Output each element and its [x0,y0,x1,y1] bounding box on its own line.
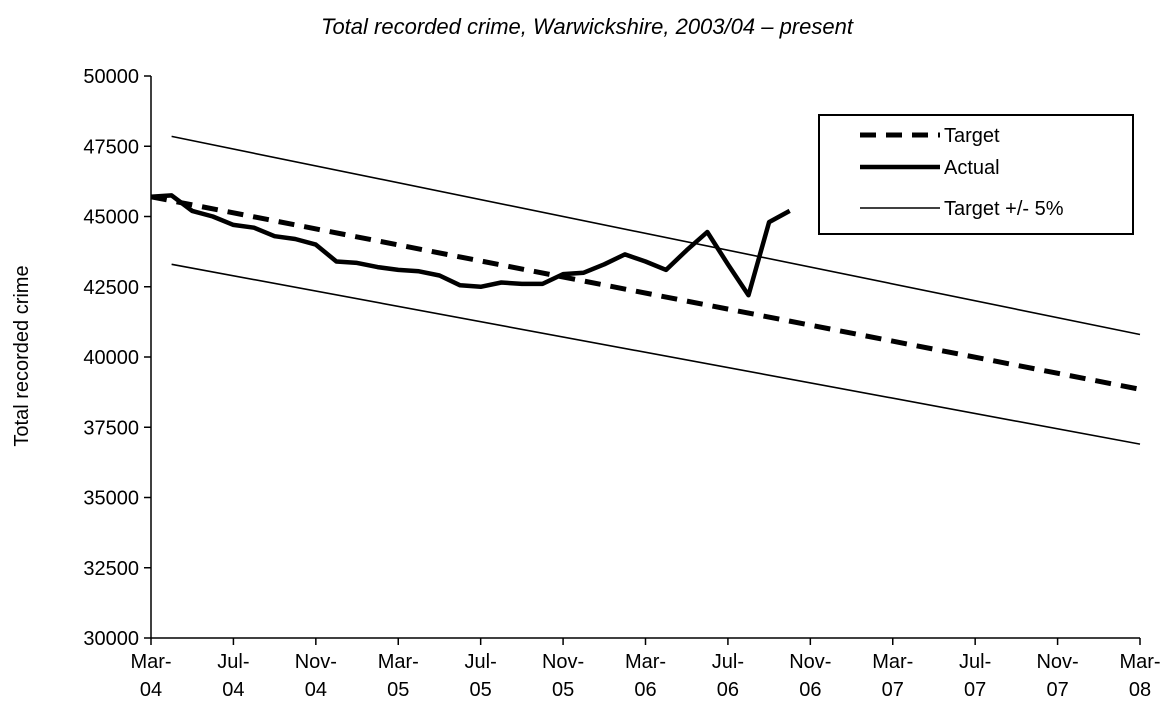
x-tick-label: Mar-04 [130,651,171,701]
legend-label-target: Target [944,125,1000,147]
y-tick-label: 40000 [83,347,139,369]
x-tick-label: Mar-05 [378,651,419,701]
x-tick-label: Mar-07 [872,651,913,701]
x-tick-label: Jul-04 [217,651,249,701]
y-tick-label: 50000 [83,66,139,88]
x-tick-label: Nov-04 [295,651,337,701]
x-tick-label: Jul-07 [959,651,991,701]
y-tick-label: 30000 [83,628,139,650]
series-line-actual [150,193,791,298]
x-tick-label: Jul-06 [712,651,744,701]
y-tick-label: 47500 [83,136,139,158]
x-tick-label: Jul-05 [465,651,497,701]
legend-label-target-5: Target +/- 5% [944,198,1064,220]
series-line-target-5-upper [171,135,1141,336]
y-tick-label: 42500 [83,277,139,299]
legend: Target Actual Target +/- 5% [818,114,1134,235]
plot-lines [150,135,1141,445]
legend-label-actual: Actual [944,157,1000,179]
x-tick-label: Mar-08 [1119,651,1160,701]
x-tick-label: Mar-06 [625,651,666,701]
x-tick-label: Nov-07 [1036,651,1078,701]
series-line-target-5-lower [171,263,1141,445]
x-tick-label: Nov-06 [789,651,831,701]
y-tick-label: 37500 [83,417,139,439]
x-tick-label: Nov-05 [542,651,584,701]
chart-title: Total recorded crime, Warwickshire, 2003… [321,14,853,39]
series-line-target [150,194,1141,392]
y-axis-label: Total recorded crime [11,265,33,446]
axes: 30000 32500 35000 37500 40000 42500 45000 47500… [83,66,1160,701]
y-tick-label: 35000 [83,488,139,510]
y-tick-label: 45000 [83,207,139,229]
y-tick-label: 32500 [83,558,139,580]
